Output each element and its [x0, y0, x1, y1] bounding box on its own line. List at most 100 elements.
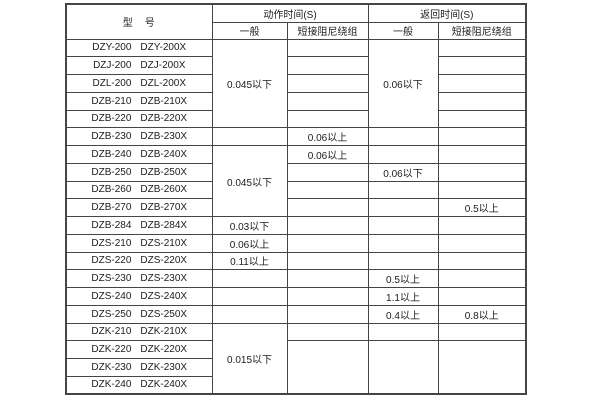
model-name: DZK-220X	[140, 344, 188, 356]
model-name: DZY-200X	[140, 42, 187, 54]
model-name: DZB-230	[91, 131, 132, 143]
value-cell	[286, 198, 369, 217]
value-cell	[211, 304, 288, 324]
model-name: DZK-230	[91, 361, 132, 373]
value-cell	[286, 38, 369, 58]
value-cell	[437, 91, 527, 111]
value-cell: 0.06以上	[211, 233, 288, 253]
col-header-action-general: 一般	[211, 21, 288, 40]
value-cell: 0.06以下	[367, 162, 439, 182]
model-name: DZB-270	[91, 202, 132, 214]
model-name: DZK-210	[91, 326, 132, 338]
model-name: DZK-240	[91, 379, 132, 391]
model-cell: DZK-210 DZK-210X	[65, 322, 213, 342]
model-name: DZL-200	[92, 77, 132, 89]
model-cell: DZS-230 DZS-230X	[65, 269, 213, 288]
value-cell	[286, 233, 369, 253]
value-cell	[286, 162, 369, 182]
model-name: DZB-284	[91, 219, 132, 231]
value-cell	[286, 251, 369, 271]
value-cell	[437, 180, 527, 200]
model-name: DZK-240X	[140, 379, 188, 391]
model-cell: DZB-220 DZB-220X	[65, 109, 213, 129]
value-cell	[286, 216, 369, 235]
model-name: DZK-220	[91, 344, 132, 356]
model-name: DZB-260X	[140, 184, 188, 196]
value-cell	[211, 287, 288, 306]
table-row: DZY-200 DZY-200X 0.045以下 0.06以下	[65, 38, 527, 129]
value-cell	[367, 145, 439, 164]
model-name: DZS-220	[91, 255, 132, 267]
model-name: DZL-200X	[140, 77, 186, 89]
value-cell: 0.045以下	[211, 38, 288, 129]
model-cell: DZB-270 DZB-270X	[65, 198, 213, 217]
model-name: DZB-250X	[140, 166, 188, 178]
table-row: DZB-270 DZB-270X 0.5以上	[65, 198, 527, 217]
table-row: DZS-210 DZS-210X 0.06以上	[65, 233, 527, 253]
value-cell: 0.11以上	[211, 251, 288, 271]
value-cell	[437, 340, 527, 395]
model-name: DZS-240X	[140, 290, 188, 302]
model-cell: DZB-230 DZB-230X	[65, 127, 213, 146]
table-row: DZB-240 DZB-240X 0.045以下 0.06以上	[65, 145, 527, 217]
table-row: DZB-250 DZB-250X 0.06以下	[65, 162, 527, 182]
value-cell: 0.06以上	[286, 127, 369, 146]
table-row: DZS-250 DZS-250X 0.4以上 0.8以上	[65, 304, 527, 324]
table-row: DZB-210 DZB-210X	[65, 91, 527, 111]
model-name: DZB-220	[91, 113, 132, 125]
relay-spec-table: 型 号 动作时间(S) 返回时间(S) 一般 短接阻尼绕组 一般 短接阻尼绕组 …	[65, 3, 527, 395]
value-cell	[437, 38, 527, 58]
model-name: DZB-270X	[140, 202, 188, 214]
value-cell	[286, 340, 369, 395]
table-row: DZK-230 DZK-230X	[65, 358, 526, 377]
col-header-action-damping-winding: 短接阻尼绕组	[286, 21, 369, 40]
table-row: DZK-240 DZK-240X	[65, 375, 526, 395]
value-cell	[437, 145, 527, 164]
model-name: DZS-250X	[140, 308, 188, 320]
header-row-groups: 型 号 动作时间(S) 返回时间(S)	[65, 3, 527, 40]
value-cell	[437, 251, 527, 271]
value-cell	[286, 109, 369, 129]
value-cell	[437, 109, 527, 129]
model-name: DZS-220X	[140, 255, 188, 267]
model-name: DZB-230X	[140, 131, 188, 143]
model-name: DZY-200	[92, 42, 132, 54]
table-row: DZB-230 DZB-230X 0.06以上	[65, 127, 527, 146]
value-cell	[437, 127, 527, 146]
value-cell	[286, 287, 369, 306]
table-row: DZS-220 DZS-220X 0.11以上	[65, 251, 527, 271]
table-row: DZS-230 DZS-230X 0.5以上	[65, 269, 527, 288]
model-name: DZB-284X	[140, 219, 188, 231]
table-row: DZB-284 DZB-284X 0.03以下	[65, 216, 527, 235]
model-cell: DZS-240 DZS-240X	[65, 287, 213, 306]
model-name: DZB-260	[91, 184, 132, 196]
value-cell: 0.5以上	[437, 198, 527, 217]
value-cell	[367, 198, 439, 217]
value-cell	[211, 269, 288, 288]
model-name: DZS-240	[91, 290, 132, 302]
value-cell	[367, 233, 439, 253]
value-cell	[437, 74, 527, 93]
table-row: DZK-220 DZK-220X	[65, 340, 527, 395]
value-cell	[437, 216, 527, 235]
model-name: DZS-210	[91, 237, 132, 249]
value-cell	[211, 127, 288, 146]
col-header-action-time: 动作时间(S)	[211, 3, 369, 23]
table-row: DZJ-200 DZJ-200X	[65, 56, 527, 75]
value-cell: 0.03以下	[211, 216, 288, 235]
model-name: DZS-210X	[140, 237, 188, 249]
value-cell: 0.045以下	[211, 145, 288, 217]
value-cell: 1.1以上	[367, 287, 439, 306]
value-cell	[286, 74, 369, 93]
value-cell	[367, 180, 439, 200]
value-cell	[367, 322, 439, 342]
model-name: DZS-230	[91, 273, 132, 285]
col-header-return-damping-winding: 短接阻尼绕组	[437, 21, 527, 40]
value-cell: 0.4以上	[367, 304, 439, 324]
value-cell: 0.06以下	[367, 38, 439, 129]
table-row: DZB-260 DZB-260X	[65, 180, 527, 200]
table-row: DZK-210 DZK-210X 0.015以下	[65, 322, 527, 395]
model-cell: DZL-200 DZL-200X	[65, 74, 213, 93]
model-name: DZS-230X	[140, 273, 188, 285]
table-row: DZS-240 DZS-240X 1.1以上	[65, 287, 527, 306]
